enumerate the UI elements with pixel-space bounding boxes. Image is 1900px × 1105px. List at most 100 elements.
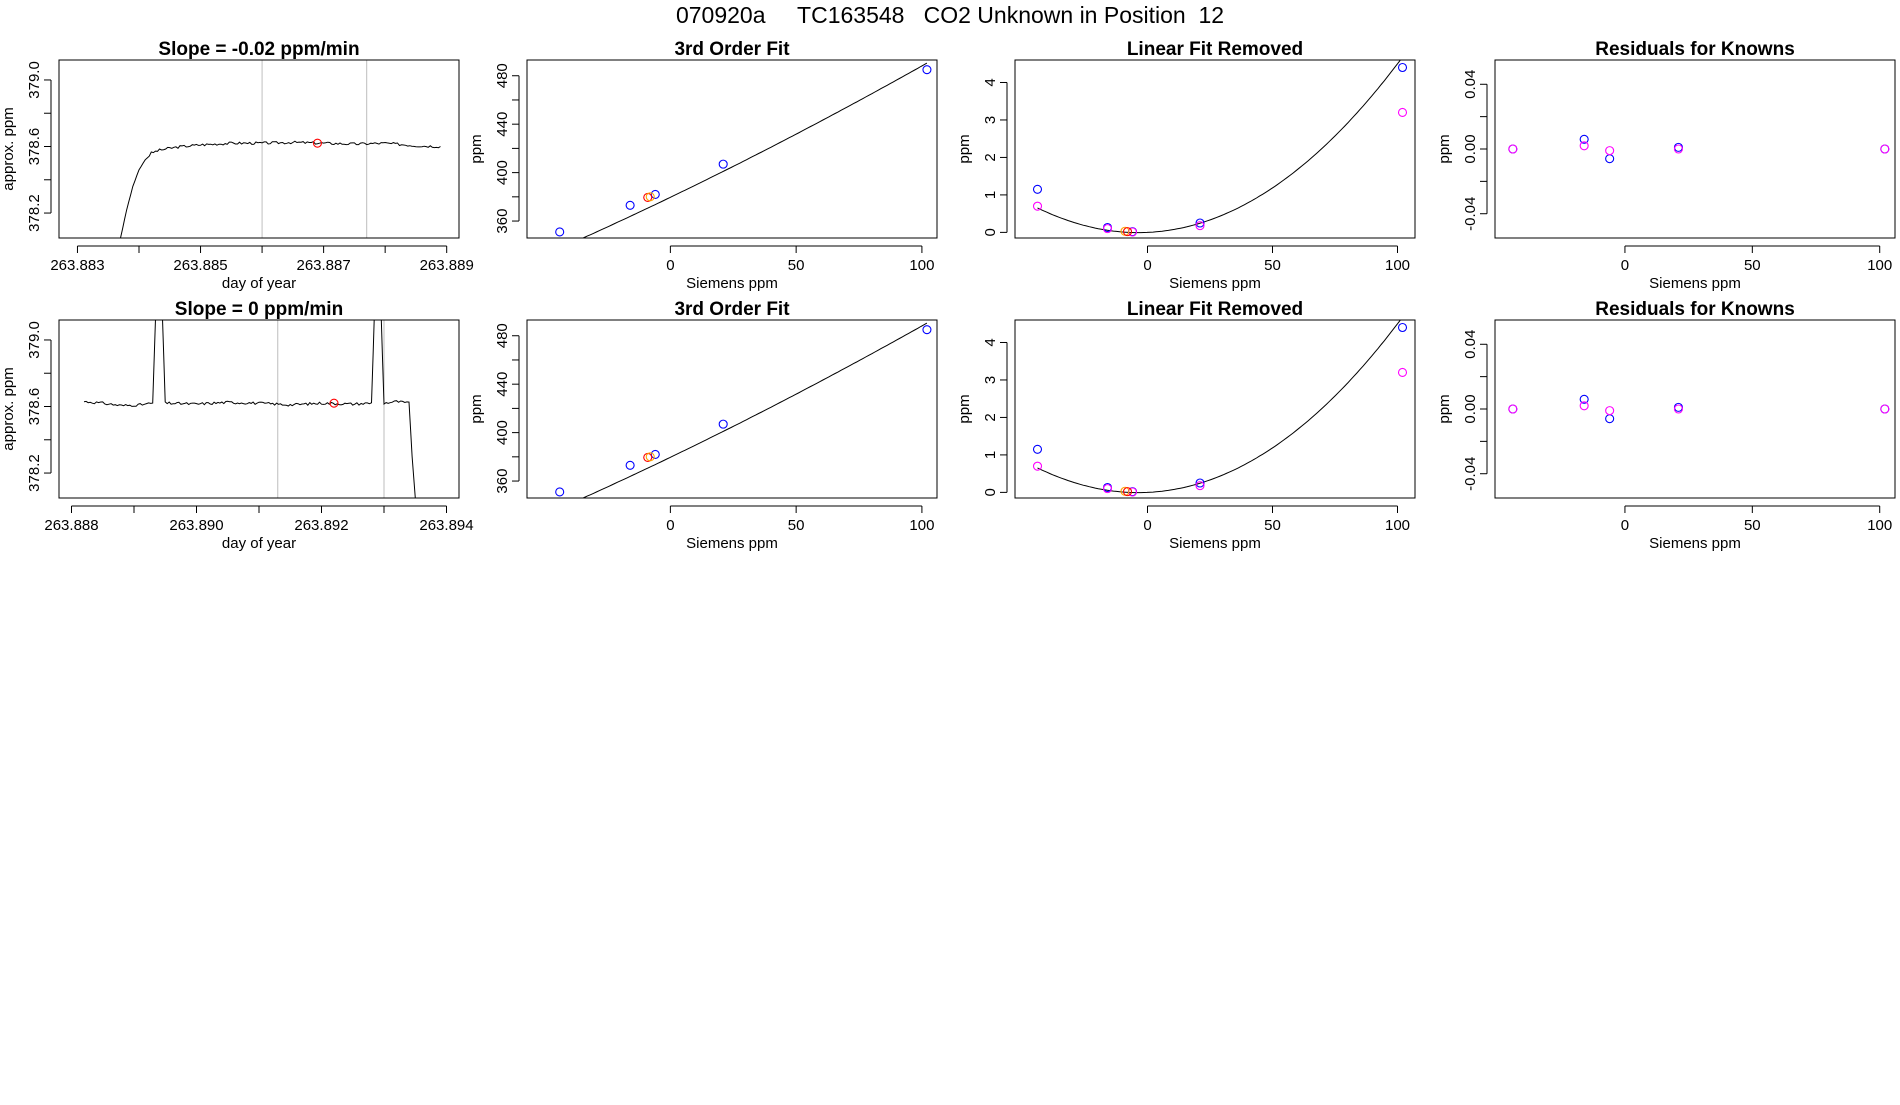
x-axis-label: day of year [222, 275, 296, 292]
x-tick-label: 263.888 [44, 517, 98, 534]
y-tick-label: 400 [494, 160, 511, 185]
y-tick-label: 3 [982, 116, 999, 124]
data-point [1508, 144, 1518, 154]
chart-r2-fit: 3rd Order Fit 0 50 100 Siemens ppm 360 400 440 4… [468, 299, 938, 552]
x-axis-label: Siemens ppm [686, 275, 778, 292]
data-point [555, 487, 565, 497]
y-tick-label: 440 [494, 372, 511, 397]
chart-r2-linfit: Linear Fit Removed 0 50 100 Siemens ppm 0 1 2 3 4… [956, 299, 1416, 552]
y-axis-label: ppm [468, 394, 485, 423]
data-point [1579, 141, 1589, 151]
data-point [1195, 478, 1205, 488]
chart-r1-trace: Slope = -0.02 ppm/min 263.883 263.885 263.8… [0, 39, 474, 292]
y-tick-label: 379.0 [26, 321, 43, 359]
data-point [1673, 404, 1683, 414]
unknown-marker [312, 138, 323, 148]
x-axis-label: Siemens ppm [1649, 275, 1741, 292]
data-point [1579, 134, 1589, 144]
fit-curve [1037, 60, 1401, 234]
data-point [1195, 481, 1205, 491]
plot-frame [1494, 319, 1896, 499]
fit-curve [581, 322, 928, 498]
y-tick-label: 379.0 [26, 61, 43, 99]
y-tick-label: 360 [494, 469, 511, 494]
x-axis-label: Siemens ppm [1649, 535, 1741, 552]
x-axis: 0 50 100 Siemens ppm [1143, 505, 1410, 552]
x-axis: 0 50 100 Siemens ppm [666, 245, 934, 292]
chart-r1-fit: 3rd Order Fit 0 50 100 Siemens ppm 360 400 440 4… [468, 39, 938, 292]
data-point [922, 65, 932, 75]
data-point [650, 449, 660, 459]
data-point [645, 192, 655, 202]
x-axis: 263.888 263.890 263.892 263.894 day of year [44, 505, 474, 552]
y-tick-label: 0 [982, 228, 999, 236]
data-point [1605, 406, 1615, 416]
x-axis: 263.883 263.885 263.887 263.889 day of year [50, 245, 474, 292]
y-tick-label: 1 [982, 451, 999, 459]
chart-title: 3rd Order Fit [674, 299, 790, 320]
chart-title: Slope = -0.02 ppm/min [158, 39, 359, 60]
data-point [1032, 461, 1043, 471]
plot-frame [526, 319, 938, 499]
data-point [1605, 414, 1615, 424]
y-axis-label: ppm [1436, 394, 1453, 423]
y-tick-label: 378.2 [26, 194, 43, 232]
y-tick-label: 4 [982, 338, 999, 346]
y-tick-label: 2 [982, 153, 999, 161]
data-point [1579, 401, 1589, 411]
x-tick-label: 100 [1867, 257, 1892, 274]
plot-area [1508, 134, 1890, 164]
x-tick-label: 100 [909, 517, 934, 534]
y-axis-label: ppm [956, 134, 973, 163]
x-tick-label: 263.883 [50, 257, 104, 274]
data-point [1122, 227, 1133, 237]
data-point [625, 460, 635, 470]
x-axis: 0 50 100 Siemens ppm [1621, 505, 1892, 552]
data-point [645, 452, 655, 462]
x-tick-label: 0 [1143, 257, 1151, 274]
data-point [1102, 224, 1113, 234]
trace-line [120, 140, 441, 238]
x-axis-label: Siemens ppm [1169, 275, 1261, 292]
data-point [1195, 218, 1205, 228]
x-axis: 0 50 100 Siemens ppm [1143, 245, 1410, 292]
plot-frame [1014, 319, 1416, 499]
data-point [1605, 154, 1615, 164]
plot-frame [58, 319, 460, 499]
y-axis: 0 1 2 3 4 ppm [956, 78, 1008, 237]
x-tick-label: 263.890 [169, 517, 223, 534]
data-point [718, 159, 728, 169]
x-tick-label: 100 [909, 257, 934, 274]
y-tick-label: 1 [982, 191, 999, 199]
data-point [1673, 144, 1683, 154]
chart-title: Slope = 0 ppm/min [175, 299, 343, 320]
chart-title: Linear Fit Removed [1127, 299, 1303, 320]
x-axis: 0 50 100 Siemens ppm [666, 505, 934, 552]
x-tick-label: 50 [1744, 517, 1761, 534]
plot-area [1032, 60, 1408, 237]
y-tick-label: 480 [494, 323, 511, 348]
y-axis: 0 1 2 3 4 ppm [956, 338, 1008, 497]
plot-area [120, 138, 441, 238]
data-point [1880, 404, 1890, 414]
y-tick-label: -0.04 [1462, 457, 1479, 491]
y-tick-label: 3 [982, 376, 999, 384]
x-tick-label: 0 [1621, 257, 1629, 274]
y-axis-label: ppm [1436, 134, 1453, 163]
x-tick-label: 100 [1867, 517, 1892, 534]
chart-title: Residuals for Knowns [1595, 299, 1795, 320]
x-tick-label: 50 [788, 257, 805, 274]
data-point [1032, 184, 1043, 194]
data-point [1397, 62, 1408, 73]
plot-area [555, 62, 932, 238]
x-tick-label: 50 [1264, 257, 1281, 274]
data-point [1102, 484, 1113, 494]
unknown-marker [329, 398, 339, 408]
data-point [1880, 144, 1890, 154]
chart-r1-resid: Residuals for Knowns 0 50 100 Siemens ppm -0.… [1436, 39, 1896, 292]
y-axis: 378.2 378.6 379.0 approx. ppm [0, 321, 52, 492]
y-tick-label: 378.2 [26, 454, 43, 492]
